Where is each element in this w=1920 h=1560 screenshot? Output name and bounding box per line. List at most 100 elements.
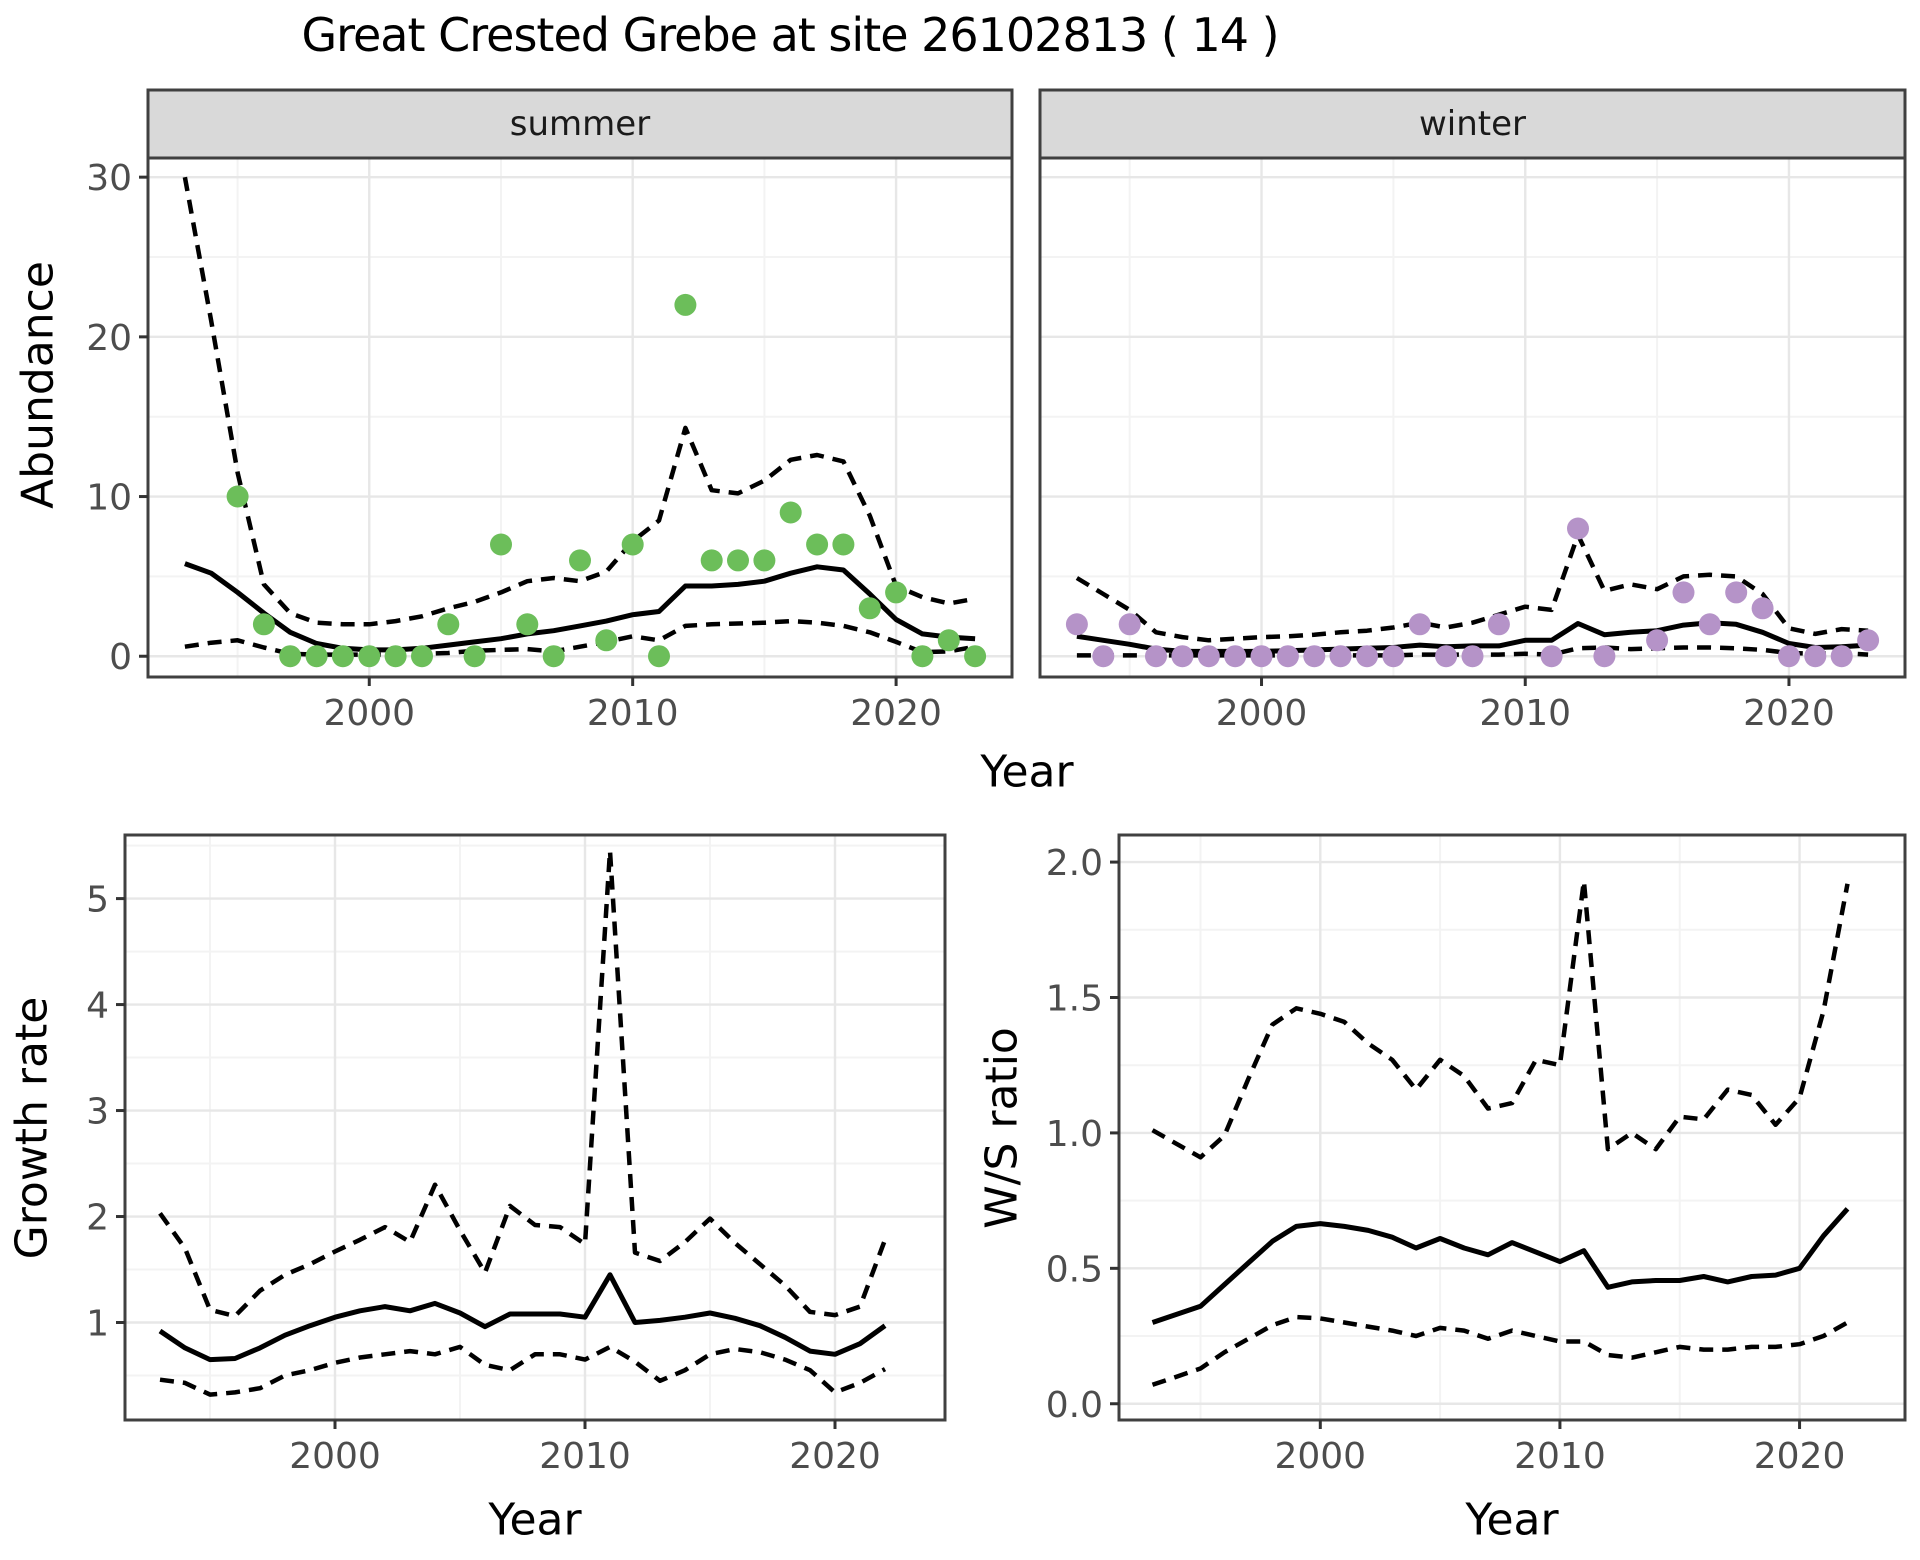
y-tick-labels: 0.0 0.5 1.0 1.5 2.0 (1046, 843, 1103, 1426)
y-tick-label: 3 (86, 1092, 109, 1133)
data-point (1698, 613, 1721, 636)
axis-tick-marks (116, 897, 837, 1429)
x-tick-labels: 2000 2010 2020 (1216, 693, 1835, 734)
x-tick-label: 2000 (289, 1436, 381, 1477)
data-point (437, 613, 460, 636)
x-tick-label: 2020 (850, 693, 942, 734)
panel-border (1117, 833, 1907, 1422)
data-point (1540, 645, 1563, 668)
facet-strip-label: winter (1419, 104, 1526, 144)
data-point (1118, 613, 1141, 636)
y-tick-label: 1.5 (1046, 979, 1103, 1020)
series-fit-line (184, 561, 976, 653)
data-point (1830, 645, 1853, 668)
x-tick-label: 2000 (323, 693, 415, 734)
data-point (700, 549, 723, 572)
data-point (595, 629, 618, 652)
y-tick-label: 0.5 (1046, 1249, 1103, 1290)
x-axis-title-year-bottom-left: Year (488, 1494, 582, 1546)
data-point (1065, 613, 1088, 636)
panel-ws-ratio: 2000 2010 2020 0.0 0.5 1.0 1.5 2.0 (1046, 833, 1907, 1477)
data-point (1593, 645, 1616, 668)
data-point (1276, 645, 1299, 668)
gridlines-major (1119, 835, 1905, 1420)
panel-abundance-summer: 2000 2010 2020 0 10 20 30 summer (86, 88, 1014, 734)
data-point (806, 533, 829, 556)
data-point (885, 581, 908, 604)
x-tick-label: 2000 (1216, 693, 1308, 734)
series-lower-ci-line (1151, 1314, 1849, 1387)
y-tick-label: 0.0 (1046, 1385, 1103, 1426)
data-point (490, 533, 512, 556)
data-point (1356, 645, 1378, 668)
data-point (1672, 581, 1695, 604)
x-tick-label: 2010 (1514, 1436, 1606, 1477)
axis-tick-marks (1110, 860, 1802, 1429)
x-tick-label: 2000 (1274, 1436, 1366, 1477)
data-point (1145, 645, 1167, 668)
series-upper-ci-line (1151, 878, 1850, 1160)
y-tick-label: 5 (86, 880, 109, 921)
data-point (727, 549, 749, 572)
y-tick-label: 4 (86, 986, 109, 1027)
series-fit-line (158, 1272, 887, 1363)
data-point (463, 645, 486, 668)
series-upper-ci-line (182, 176, 976, 627)
data-point (1778, 645, 1800, 668)
data-point (621, 533, 644, 556)
data-point (1303, 645, 1326, 668)
data-point (1725, 581, 1748, 604)
data-point (1171, 645, 1194, 668)
gridlines-major (125, 835, 945, 1420)
gridlines-minor (1119, 835, 1905, 1420)
x-axis-title-year-top: Year (980, 746, 1074, 798)
data-point (1857, 629, 1880, 652)
data-point (1461, 645, 1484, 668)
axis-tick-marks (1260, 677, 1791, 686)
x-tick-label: 2020 (789, 1436, 881, 1477)
data-point (1751, 597, 1774, 620)
observed-points (1065, 517, 1880, 668)
data-point (279, 645, 302, 668)
facet-strip (1038, 88, 1907, 160)
series-group (182, 176, 987, 668)
data-point (569, 549, 591, 572)
data-point (937, 629, 960, 652)
x-tick-label: 2020 (1743, 693, 1835, 734)
data-point (305, 645, 328, 668)
data-point (331, 645, 354, 668)
panel-abundance-winter: 2000 2010 2020 winter (1038, 88, 1907, 734)
observed-points (226, 293, 987, 668)
panel-growth-rate: 2000 2010 2020 1 2 3 4 5 (86, 833, 947, 1477)
data-point (358, 645, 381, 668)
data-point (779, 501, 802, 524)
x-tick-labels: 2000 2010 2020 (1274, 1436, 1845, 1477)
data-point (384, 645, 407, 668)
plot-background (125, 835, 945, 1420)
y-tick-labels: 0 10 20 30 (86, 158, 132, 678)
data-point (1408, 613, 1431, 636)
data-point (226, 485, 249, 508)
data-point (1646, 629, 1669, 652)
data-point (674, 293, 697, 316)
data-point (1382, 645, 1405, 668)
x-tick-labels: 2000 2010 2020 (289, 1436, 881, 1477)
x-tick-label: 2010 (1479, 693, 1571, 734)
x-axis-title-year-bottom-right: Year (1465, 1494, 1559, 1546)
facet-strip (146, 88, 1014, 160)
y-tick-label: 1.0 (1046, 1114, 1103, 1155)
data-point (753, 549, 776, 572)
y-tick-label: 2 (86, 1198, 109, 1239)
y-tick-label: 20 (86, 318, 132, 359)
gridlines-major (1040, 158, 1905, 677)
data-point (832, 533, 855, 556)
data-point (1487, 613, 1510, 636)
series-group (1065, 517, 1880, 668)
x-tick-labels: 2000 2010 2020 (323, 693, 941, 734)
series-fit-line (1151, 1207, 1850, 1325)
plot-background (1119, 835, 1905, 1420)
y-tick-label: 2.0 (1046, 843, 1103, 884)
y-tick-label: 1 (86, 1304, 109, 1345)
facet-strip-label: summer (510, 104, 650, 144)
data-point (911, 645, 934, 668)
